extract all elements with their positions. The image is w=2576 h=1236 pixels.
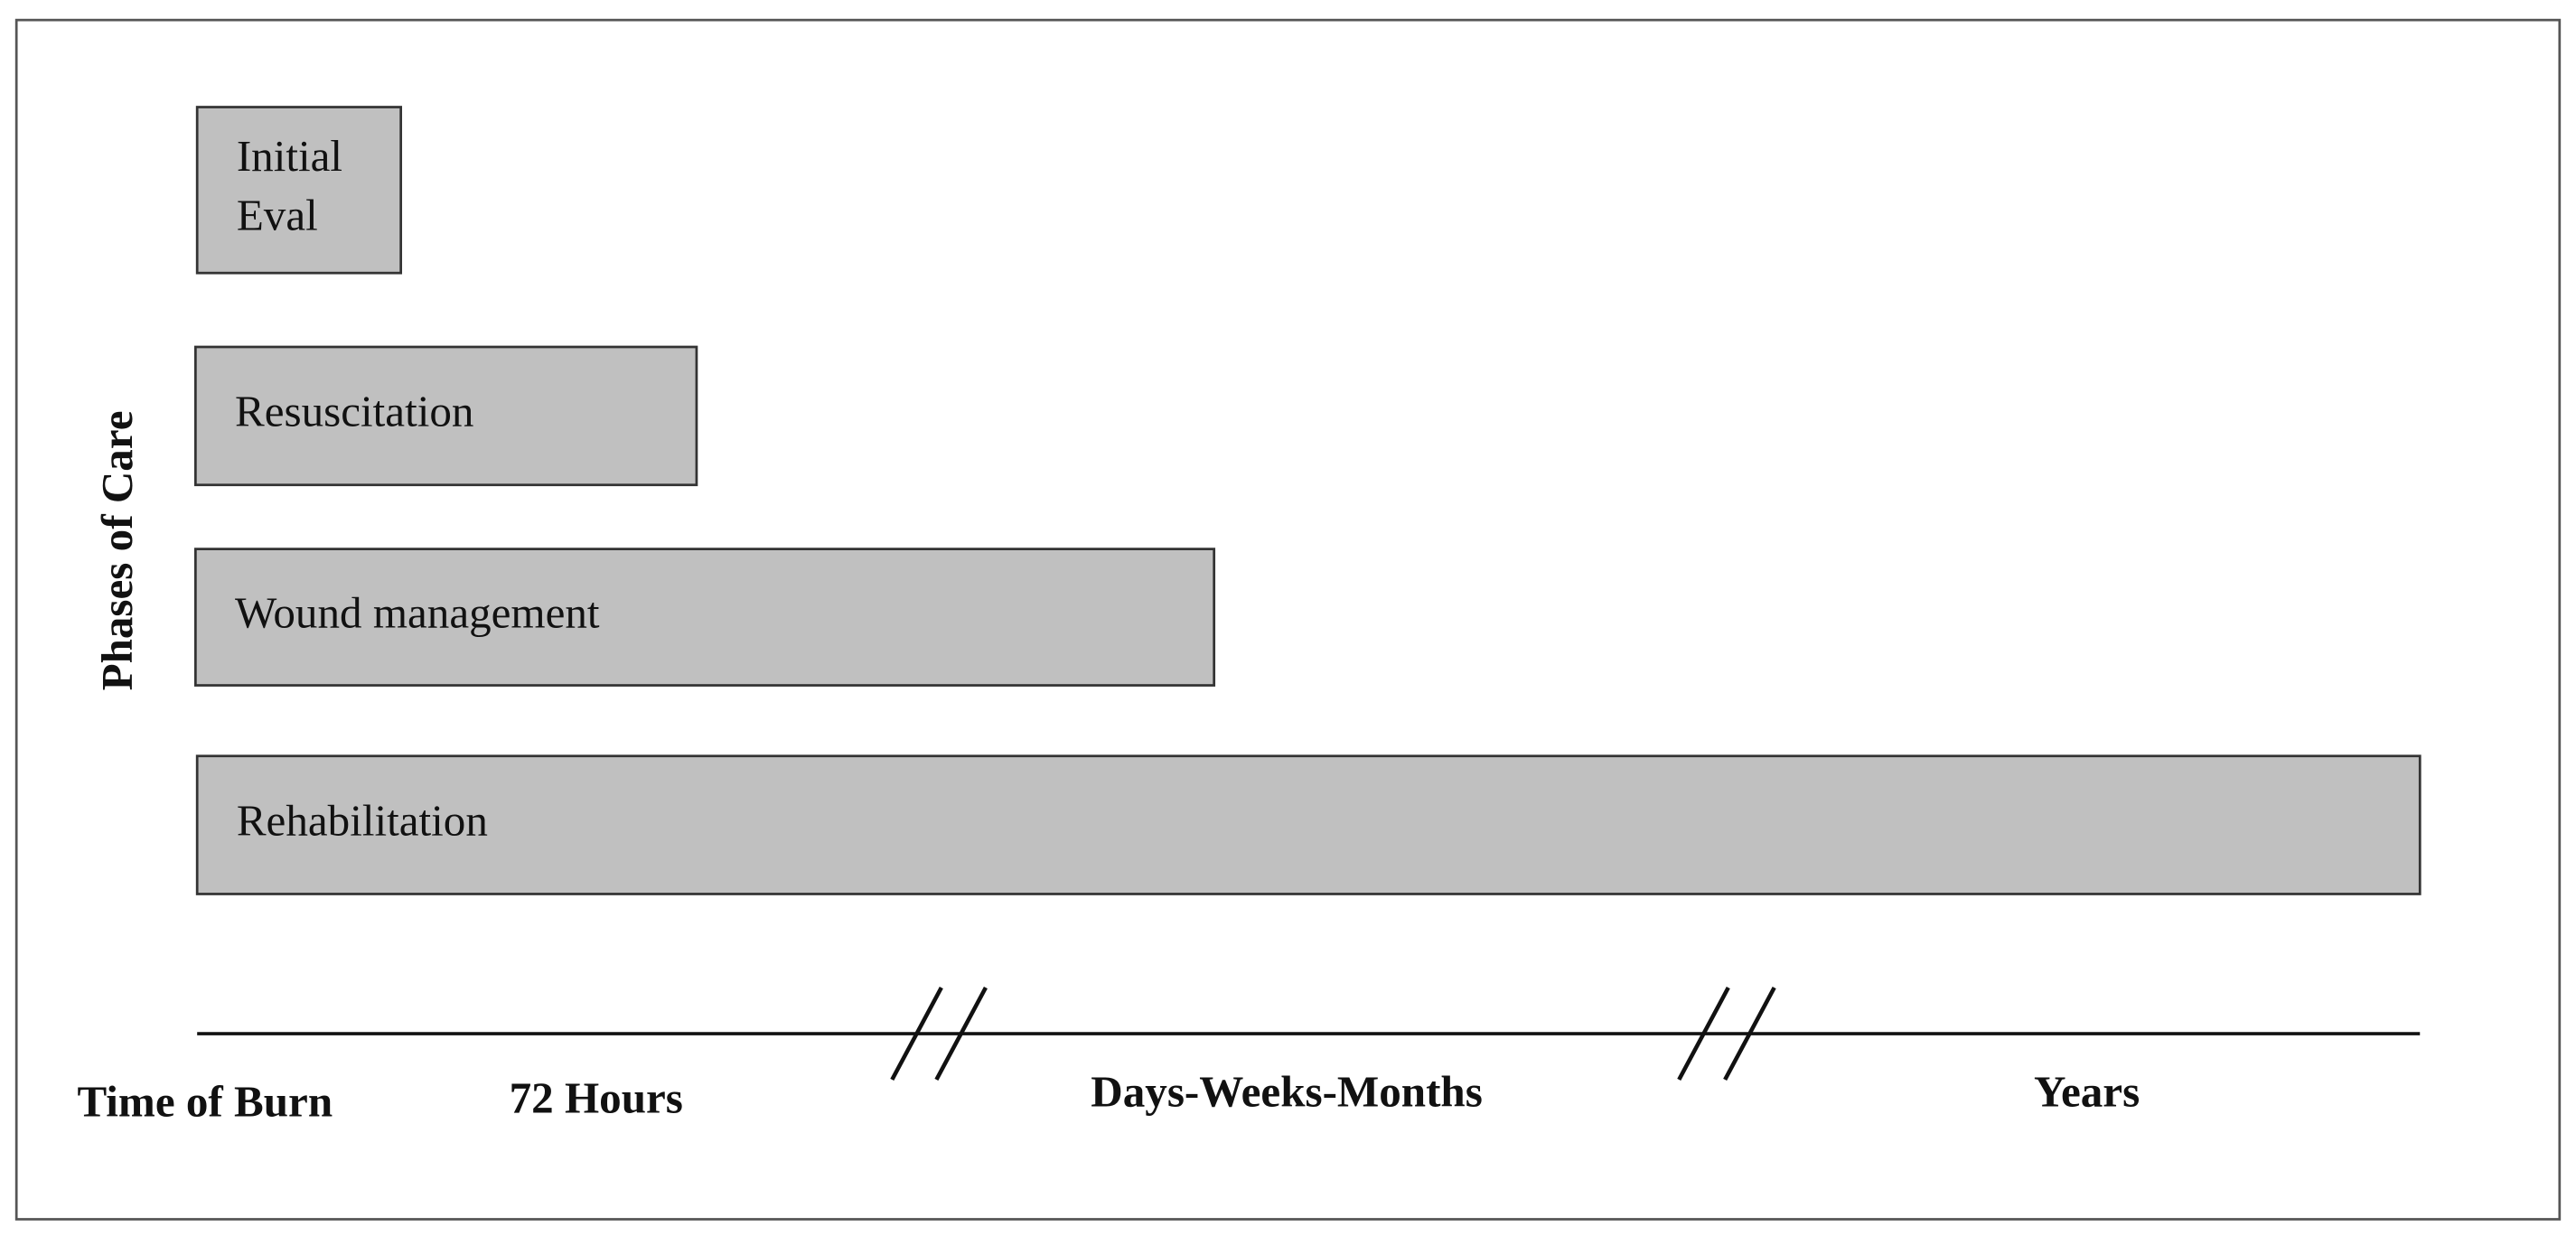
phase-box (194, 345, 698, 487)
axis-break (890, 987, 988, 1081)
timeline-label: Days-Weeks-Months (1091, 1066, 1483, 1116)
phase-box (195, 106, 403, 275)
phase-label: Rehabilitation (237, 795, 488, 845)
axis-break (1677, 987, 1776, 1081)
phase-box (195, 754, 2421, 895)
phase-box (194, 548, 1216, 687)
timeline-label: Years (2034, 1066, 2140, 1116)
phase-label: Eval (237, 190, 318, 239)
timeline-label: Time of Burn (77, 1076, 333, 1126)
timeline-label: 72 Hours (510, 1073, 683, 1123)
y-label: Phases of Care (92, 411, 142, 691)
phase-label: Wound management (235, 587, 600, 637)
phase-label: Resuscitation (235, 387, 473, 436)
phase-label: Initial (237, 131, 342, 181)
